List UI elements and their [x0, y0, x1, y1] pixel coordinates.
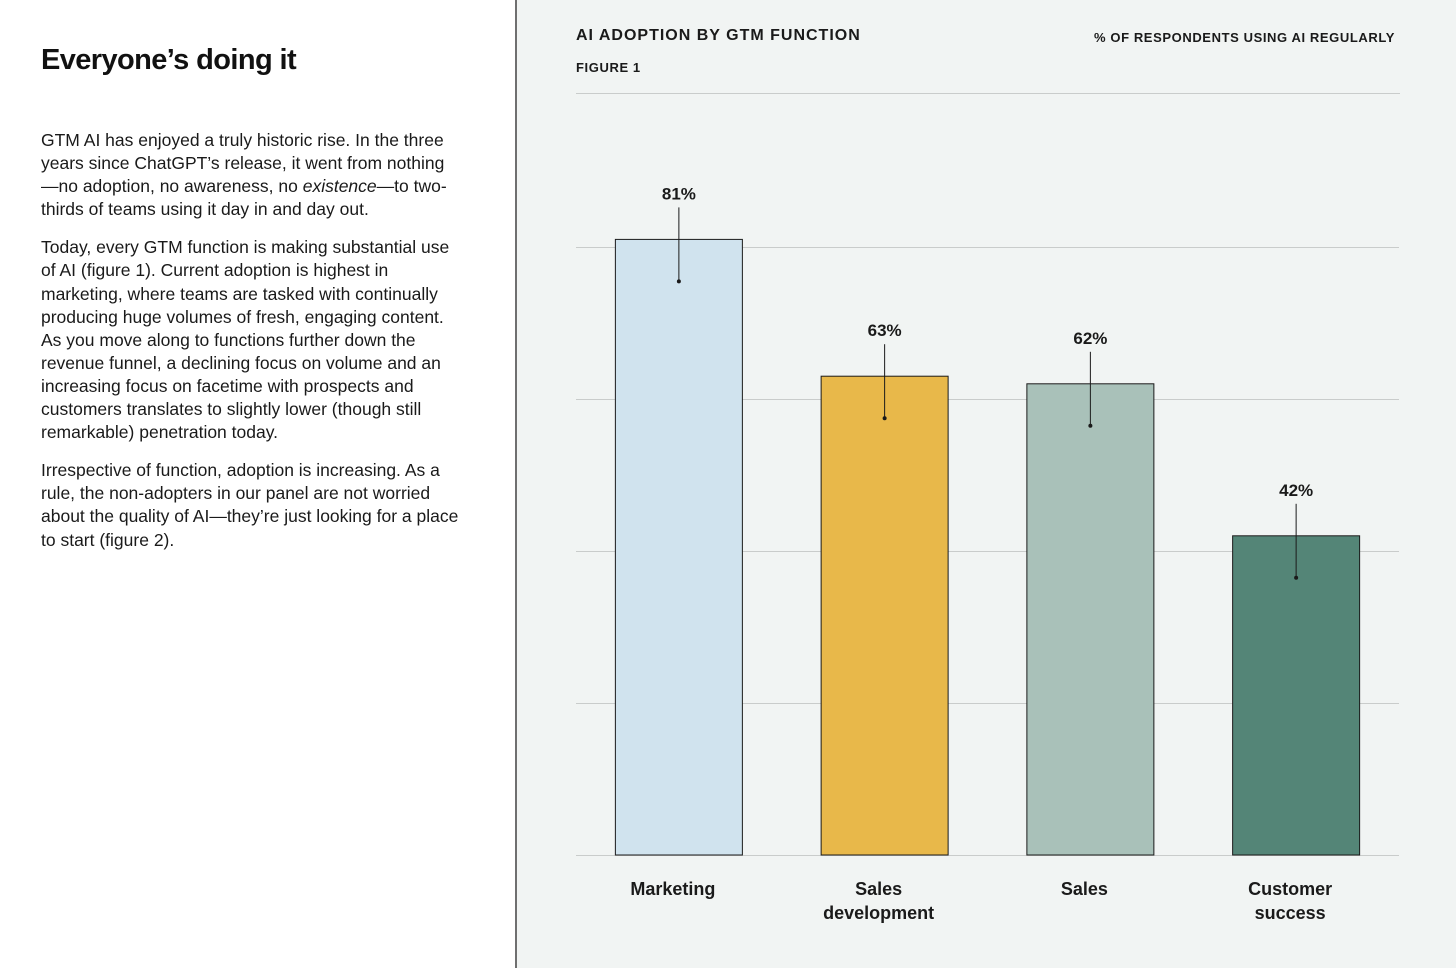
bar-customer-success [1232, 535, 1361, 856]
leader-dot-marketing [676, 279, 681, 284]
leader-dot-customer-success [1294, 575, 1299, 580]
paragraph-1-emphasis: existence [302, 176, 377, 197]
panel-divider [515, 0, 517, 968]
bar-chart: 81% Marketing 63% Sales development 62% Sales 4… [576, 184, 1399, 923]
chart-title: AI ADOPTION BY GTM FUNCTION [576, 27, 861, 44]
value-label-sales: 62% [1073, 329, 1107, 348]
value-label-sales-development: 63% [868, 321, 902, 340]
bar-sales-development [820, 375, 949, 856]
bar-sales [1026, 383, 1155, 856]
paragraph-2: Today, every GTM function is making subs… [41, 237, 450, 443]
category-label-line2-sales-development: development [823, 903, 934, 923]
value-label-marketing: 81% [662, 184, 696, 203]
category-label-marketing: Marketing [630, 879, 715, 899]
figure-label: FIGURE 1 [576, 60, 641, 75]
category-label-sales: Sales [1061, 879, 1108, 899]
chart-subtitle: % OF RESPONDENTS USING AI REGULARLY [1093, 30, 1395, 45]
text-panel: Everyone’s doing it GTM AI has enjoyed a… [0, 0, 516, 968]
page-title: Everyone’s doing it [41, 44, 297, 76]
header-rule [576, 93, 1400, 94]
category-label-line2-customer-success: success [1255, 903, 1326, 923]
paragraph-1-start: GTM AI has enjoyed a truly historic rise… [41, 130, 445, 197]
article-body: GTM AI has enjoyed a truly historic rise… [41, 129, 461, 567]
paragraph-3: Irrespective of function, adoption is in… [41, 460, 459, 550]
bar-marketing [614, 238, 743, 856]
paragraph-1: GTM AI has enjoyed a truly historic rise… [41, 129, 461, 221]
leader-dot-sales [1088, 423, 1093, 428]
category-label-customer-success: Customer [1248, 879, 1332, 899]
leader-dot-sales-development [882, 416, 887, 421]
paragraph-1-end: —to two-thirds of teams using it day in … [41, 176, 447, 220]
category-label-sales-development: Sales [855, 879, 902, 899]
value-label-customer-success: 42% [1279, 481, 1313, 500]
